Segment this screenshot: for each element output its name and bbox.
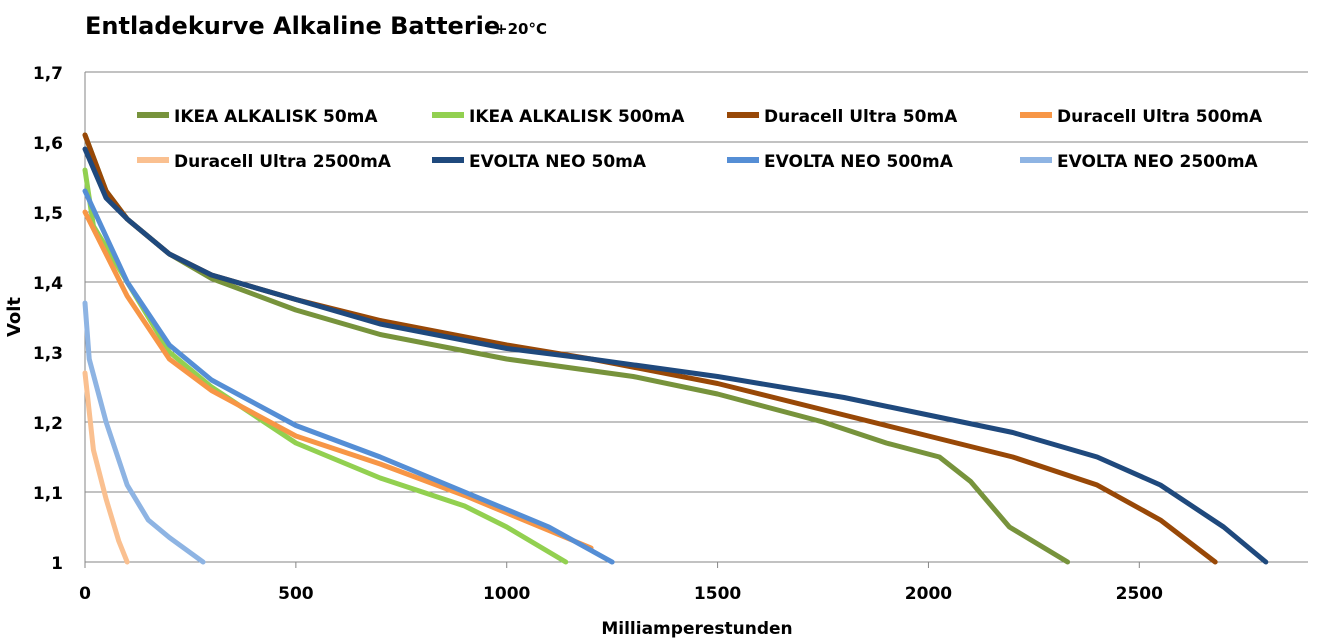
y-axis-label: Volt [4,297,25,337]
legend-label: IKEA ALKALISK 500mA [469,107,685,127]
y-tick-label: 1,6 [33,134,63,154]
x-tick-label: 2500 [1116,584,1163,604]
x-tick-label: 500 [278,584,314,604]
legend-label: EVOLTA NEO 500mA [764,152,954,172]
series-line-duracell-ultra-2500ma [82,370,130,565]
chart-title-suffix: +20°C [495,20,547,38]
legend-label: Duracell Ultra 500mA [1057,107,1263,127]
y-tick-label: 1,3 [33,344,63,364]
series-line-evolta-neo-50ma [82,146,1269,565]
legend-label: Duracell Ultra 50mA [764,107,958,127]
y-tick-label: 1 [51,554,63,574]
legend-label: Duracell Ultra 2500mA [174,152,392,172]
x-tick-label: 1500 [694,584,741,604]
legend-label: IKEA ALKALISK 50mA [174,107,378,127]
chart-title: Entladekurve Alkaline Batterie [85,12,500,40]
x-tick-label: 2000 [905,584,952,604]
y-tick-label: 1,2 [33,414,63,434]
series-line-evolta-neo-500ma [82,188,615,565]
y-tick-label: 1,5 [33,204,63,224]
series-line-ikea-alkalisk-50ma [82,132,1071,565]
legend-label: EVOLTA NEO 2500mA [1057,152,1259,172]
series-line-evolta-neo-2500ma [82,300,206,565]
series-line-duracell-ultra-500ma [82,209,594,551]
y-tick-label: 1,4 [33,274,63,294]
y-tick-label: 1,1 [33,484,63,504]
y-tick-label: 1,7 [33,64,63,84]
x-tick-label: 0 [79,584,91,604]
legend-label: EVOLTA NEO 50mA [469,152,647,172]
series-line-duracell-ultra-50ma [82,132,1218,565]
x-tick-label: 1000 [483,584,530,604]
x-axis-label: Milliamperestunden [601,619,792,639]
